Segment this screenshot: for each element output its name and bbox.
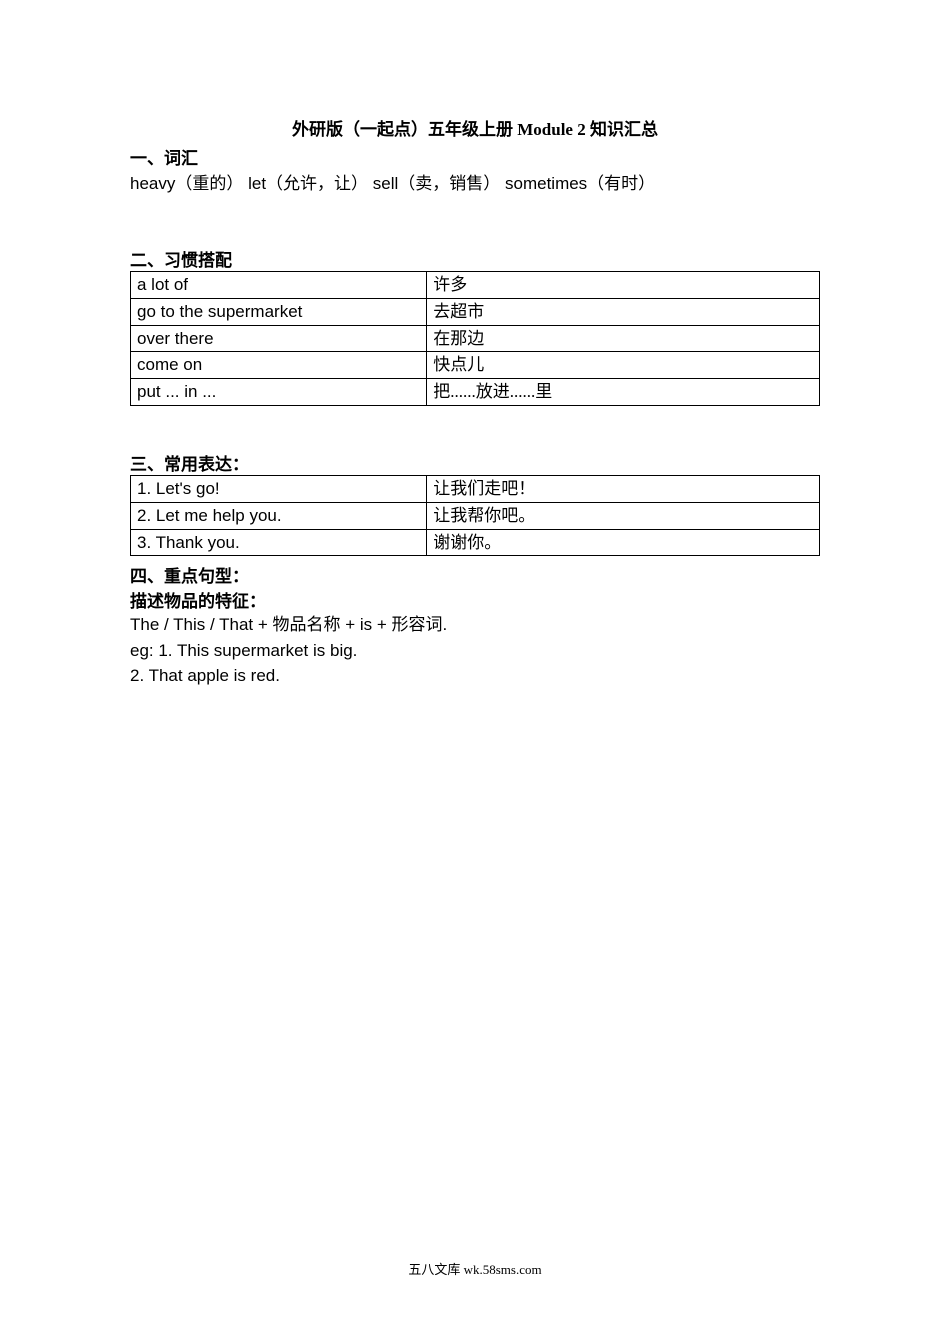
cell-cn: 把......放进......里	[427, 379, 820, 406]
sentence-line: 2. That apple is red.	[130, 663, 820, 689]
expressions-table: 1. Let's go! 让我们走吧！ 2. Let me help you. …	[130, 475, 820, 556]
sentence-line: The / This / That + 物品名称 + is + 形容词.	[130, 612, 820, 638]
table-row: come on 快点儿	[131, 352, 820, 379]
table-row: a lot of 许多	[131, 272, 820, 299]
cell-en: a lot of	[131, 272, 427, 299]
spacer	[130, 196, 820, 246]
sentence-line: eg: 1. This supermarket is big.	[130, 638, 820, 664]
table-row: 2. Let me help you. 让我帮你吧。	[131, 502, 820, 529]
cell-en: go to the supermarket	[131, 298, 427, 325]
cell-en: 1. Let's go!	[131, 475, 427, 502]
cell-en: 3. Thank you.	[131, 529, 427, 556]
section-heading-sentences: 四、重点句型：	[130, 562, 820, 587]
cell-en: put ... in ...	[131, 379, 427, 406]
document-title: 外研版（一起点）五年级上册 Module 2 知识汇总	[130, 115, 820, 140]
cell-cn: 谢谢你。	[427, 529, 820, 556]
collocations-table: a lot of 许多 go to the supermarket 去超市 ov…	[130, 271, 820, 406]
cell-en: over there	[131, 325, 427, 352]
page-footer: 五八文库 wk.58sms.com	[0, 1259, 950, 1278]
cell-en: 2. Let me help you.	[131, 502, 427, 529]
cell-cn: 去超市	[427, 298, 820, 325]
vocab-line: heavy（重的） let（允许，让） sell（卖，销售） sometimes…	[130, 169, 820, 194]
section-heading-vocab: 一、词汇	[130, 144, 820, 169]
section-heading-collocations: 二、习惯搭配	[130, 246, 820, 271]
cell-cn: 快点儿	[427, 352, 820, 379]
cell-en: come on	[131, 352, 427, 379]
table-row: 3. Thank you. 谢谢你。	[131, 529, 820, 556]
table-row: go to the supermarket 去超市	[131, 298, 820, 325]
document-page: 外研版（一起点）五年级上册 Module 2 知识汇总 一、词汇 heavy（重…	[0, 0, 950, 689]
section-heading-expressions: 三、常用表达：	[130, 450, 820, 475]
table-row: 1. Let's go! 让我们走吧！	[131, 475, 820, 502]
table-row: over there 在那边	[131, 325, 820, 352]
cell-cn: 在那边	[427, 325, 820, 352]
cell-cn: 让我帮你吧。	[427, 502, 820, 529]
spacer	[130, 406, 820, 450]
cell-cn: 让我们走吧！	[427, 475, 820, 502]
table-row: put ... in ... 把......放进......里	[131, 379, 820, 406]
section-subheading-sentences: 描述物品的特征：	[130, 587, 820, 612]
cell-cn: 许多	[427, 272, 820, 299]
